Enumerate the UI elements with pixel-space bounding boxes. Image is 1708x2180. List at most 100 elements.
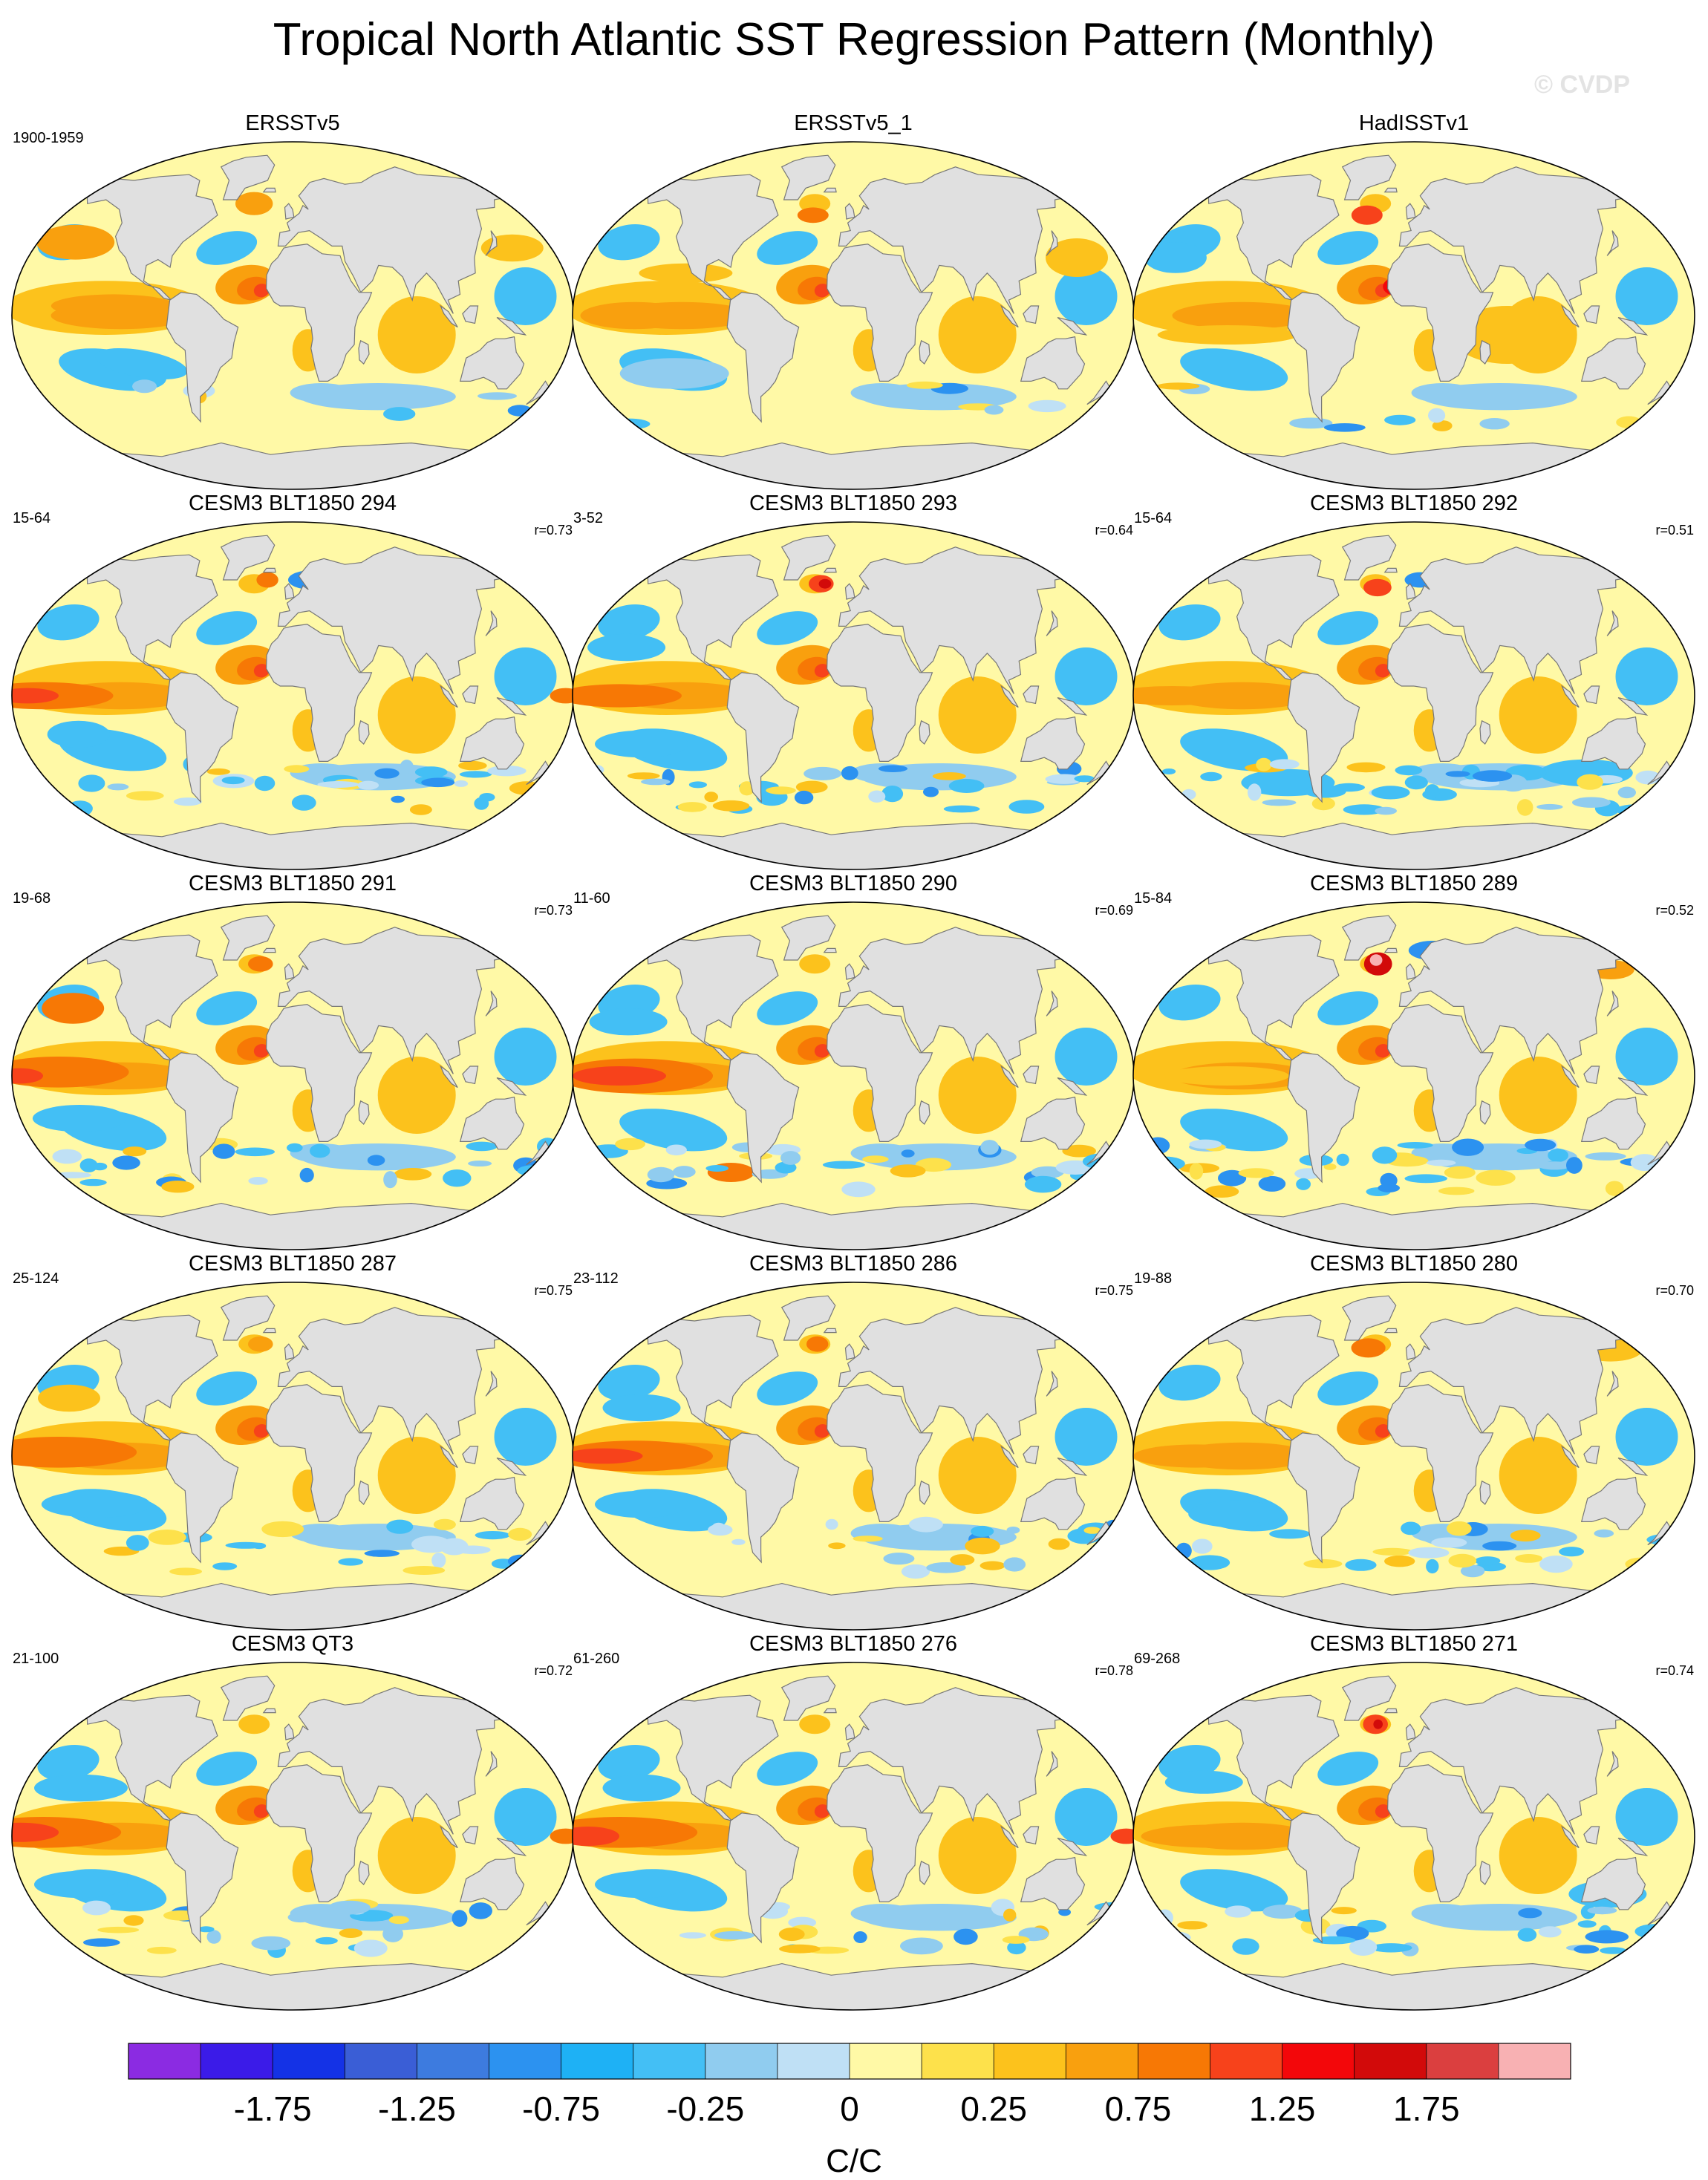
sst-anomaly-region (1615, 647, 1678, 705)
panel-period: 61-260 (573, 1651, 620, 1667)
sst-anomaly-speckle (1006, 1527, 1020, 1534)
sst-anomaly-region (814, 1044, 830, 1058)
land-australia (1580, 716, 1646, 770)
sst-anomaly-speckle (780, 1151, 801, 1165)
sst-anomaly-speckle (1331, 1907, 1357, 1915)
land-borneo (1583, 1065, 1600, 1085)
panel-title: CESM3 BLT1850 292 (1310, 492, 1518, 515)
land-samerica (726, 1812, 800, 1944)
sst-anomaly-speckle (284, 765, 310, 773)
sst-anomaly-speckle (254, 775, 276, 792)
map-panel: ERSSTv5 1900-1959 (11, 111, 574, 492)
colorbar-tick-label: -1.25 (378, 2089, 456, 2128)
sst-anomaly-region (1158, 1365, 1221, 1401)
land-sumatra (1560, 1825, 1580, 1849)
sst-anomaly-region (1317, 991, 1379, 1025)
panel-period: 15-64 (1134, 510, 1173, 526)
land-newguinea (496, 1838, 527, 1856)
map-panel: ERSSTv5_1 (572, 111, 1135, 492)
colorbar-swatch (345, 2043, 417, 2079)
sst-anomaly-speckle (123, 1915, 144, 1926)
colorbar-tick-label: -0.75 (522, 2089, 600, 2128)
sst-anomaly-speckle (954, 1928, 978, 1945)
panel-correlation: r=0.72 (534, 1663, 573, 1678)
colorbar-swatch (201, 2043, 273, 2079)
sst-anomaly-region (814, 1804, 830, 1818)
sst-anomaly-speckle (915, 1158, 951, 1172)
land-samerica (166, 672, 239, 803)
land-newguinea (1057, 697, 1088, 716)
panel-title: CESM3 BLT1850 286 (749, 1252, 957, 1276)
land-borneo (462, 305, 479, 324)
panel-title: CESM3 BLT1850 289 (1310, 872, 1518, 895)
sst-anomaly-region (573, 1066, 666, 1086)
sst-anomaly-speckle (1538, 1926, 1562, 1938)
land-eurasia (1398, 1307, 1638, 1455)
sst-anomaly-region (1172, 301, 1313, 330)
land-borneo (1023, 305, 1040, 324)
copyright-watermark: © CVDP (1534, 71, 1630, 99)
land-uk (844, 963, 855, 980)
colorbar-unit-label: C/C (826, 2143, 882, 2179)
sst-anomaly-speckle (1616, 416, 1642, 428)
sst-anomaly-speckle (779, 1944, 821, 1954)
land-japan (485, 230, 498, 256)
land-uk (844, 1723, 855, 1740)
world-map (572, 901, 1135, 1250)
sst-anomaly-region (377, 296, 456, 373)
sst-anomaly-region (1375, 1044, 1391, 1058)
sst-anomaly-speckle (1577, 774, 1603, 790)
colorbar-tick-label: 1.25 (1249, 2089, 1316, 2128)
sst-anomaly-speckle (383, 1171, 397, 1189)
panel-correlation: r=0.70 (1655, 1283, 1694, 1298)
land-iceland (262, 567, 276, 573)
land-australia (1020, 1476, 1086, 1530)
sst-anomaly-speckle (901, 1149, 915, 1158)
sst-anomaly-speckle (1007, 1941, 1026, 1955)
land-sumatra (1560, 1065, 1580, 1089)
land-newguinea (496, 1458, 527, 1476)
land-iceland (1383, 1328, 1398, 1334)
map-panel: CESM3 BLT1850 280 19-88 r=0.70 (1132, 1252, 1695, 1632)
polar-cap (573, 1662, 1134, 1683)
land-iceland (262, 187, 276, 193)
sst-anomaly-speckle (1372, 1547, 1413, 1556)
sst-anomaly-speckle (881, 786, 904, 803)
world-map (11, 901, 574, 1250)
sst-anomaly-speckle (123, 1146, 147, 1157)
land-japan (485, 991, 498, 1016)
sst-anomaly-region (1055, 267, 1118, 325)
sst-anomaly-region (253, 284, 270, 298)
sst-anomaly-speckle (1311, 797, 1335, 811)
map-panel: CESM3 BLT1850 290 11-60 r=0.69 (572, 872, 1135, 1252)
panel-correlation: r=0.75 (1095, 1283, 1133, 1298)
sst-anomaly-speckle (107, 783, 129, 791)
sst-anomaly-speckle (161, 1181, 195, 1193)
panel-period: 1900-1959 (13, 130, 84, 146)
land-madagascar (358, 1480, 370, 1505)
sst-anomaly-speckle (198, 1926, 215, 1933)
sst-anomaly-speckle (443, 1169, 472, 1187)
land-namerica (647, 174, 779, 301)
colorbar-swatch (561, 2043, 634, 2079)
land-eurasia (277, 927, 517, 1074)
sst-anomaly-region (806, 1336, 829, 1352)
land-eurasia (277, 1307, 517, 1455)
sst-anomaly-region (1144, 242, 1207, 273)
sst-anomaly-speckle (206, 1930, 221, 1944)
land-sumatra (439, 1065, 458, 1089)
sst-anomaly-speckle (1345, 1559, 1377, 1571)
panel-title: CESM3 BLT1850 290 (749, 872, 957, 895)
sst-anomaly-region (1055, 1028, 1118, 1086)
land-greenland (220, 915, 276, 961)
sst-anomaly-speckle (766, 786, 796, 794)
sst-anomaly-speckle (1646, 1533, 1688, 1546)
sst-anomaly-speckle (714, 1931, 755, 1940)
sst-anomaly-speckle (1083, 1527, 1101, 1534)
panel-period: 21-100 (13, 1651, 59, 1667)
sst-anomaly-region (248, 956, 273, 972)
sst-anomaly-region (814, 664, 830, 678)
sst-anomaly-region (1317, 231, 1379, 265)
sst-anomaly-speckle (1205, 1185, 1239, 1198)
panel-period: 15-64 (13, 510, 51, 526)
